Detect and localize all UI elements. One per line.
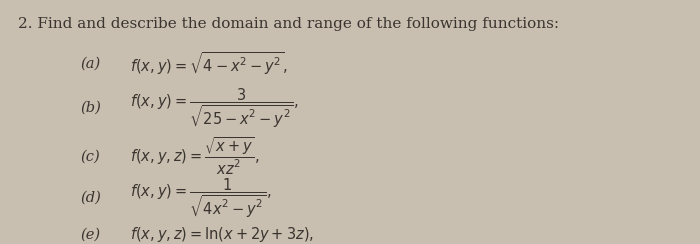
Text: $f(x, y, z) = \dfrac{\sqrt{x+y}}{xz^2},$: $f(x, y, z) = \dfrac{\sqrt{x+y}}{xz^2},$ [130,136,259,177]
Text: $f(x, y) = \dfrac{1}{\sqrt{4x^2-y^2}},$: $f(x, y) = \dfrac{1}{\sqrt{4x^2-y^2}},$ [130,176,272,219]
Text: (d): (d) [80,191,101,205]
Text: 2. Find and describe the domain and range of the following functions:: 2. Find and describe the domain and rang… [18,17,559,31]
Text: $f(x, y) = \dfrac{3}{\sqrt{25-x^2-y^2}},$: $f(x, y) = \dfrac{3}{\sqrt{25-x^2-y^2}},… [130,86,298,129]
Text: (e): (e) [80,227,101,241]
Text: (b): (b) [80,100,101,114]
Text: (c): (c) [80,149,100,163]
Text: $f(x, y, z) = \ln(x + 2y + 3z),$: $f(x, y, z) = \ln(x + 2y + 3z),$ [130,225,314,244]
Text: $f(x, y) = \sqrt{4 - x^2 - y^2},$: $f(x, y) = \sqrt{4 - x^2 - y^2},$ [130,50,288,77]
Text: (a): (a) [80,56,101,71]
